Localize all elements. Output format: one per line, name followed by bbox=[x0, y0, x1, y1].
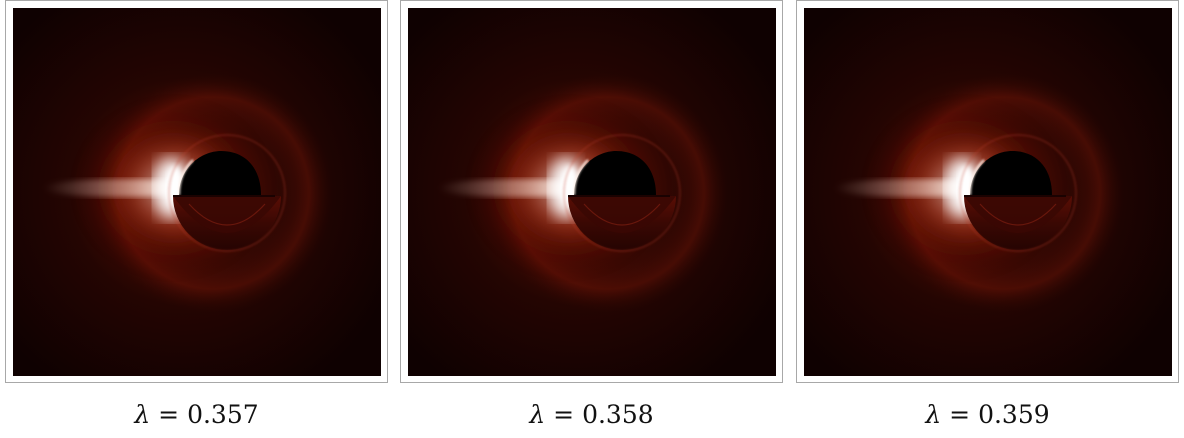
image-panel-3: λ = 0.359 bbox=[796, 0, 1182, 438]
lambda-value: 0.358 bbox=[582, 400, 654, 429]
image-panel-2: λ = 0.358 bbox=[400, 0, 786, 438]
lambda-symbol: λ bbox=[529, 400, 546, 429]
lambda-value: 0.357 bbox=[187, 400, 259, 429]
image-frame bbox=[5, 0, 388, 383]
equals-sign: = bbox=[150, 400, 188, 429]
image-frame bbox=[400, 0, 783, 383]
black-hole-render bbox=[804, 8, 1172, 376]
caption-lambda-3: λ = 0.359 bbox=[796, 400, 1179, 430]
lambda-value: 0.359 bbox=[978, 400, 1050, 429]
image-frame bbox=[796, 0, 1179, 383]
equals-sign: = bbox=[941, 400, 979, 429]
black-hole-render bbox=[408, 8, 776, 376]
equals-sign: = bbox=[545, 400, 583, 429]
caption-lambda-1: λ = 0.357 bbox=[5, 400, 388, 430]
lambda-symbol: λ bbox=[134, 400, 151, 429]
image-panel-1: λ = 0.357 bbox=[5, 0, 391, 438]
caption-lambda-2: λ = 0.358 bbox=[400, 400, 783, 430]
lambda-symbol: λ bbox=[925, 400, 942, 429]
black-hole-render bbox=[13, 8, 381, 376]
